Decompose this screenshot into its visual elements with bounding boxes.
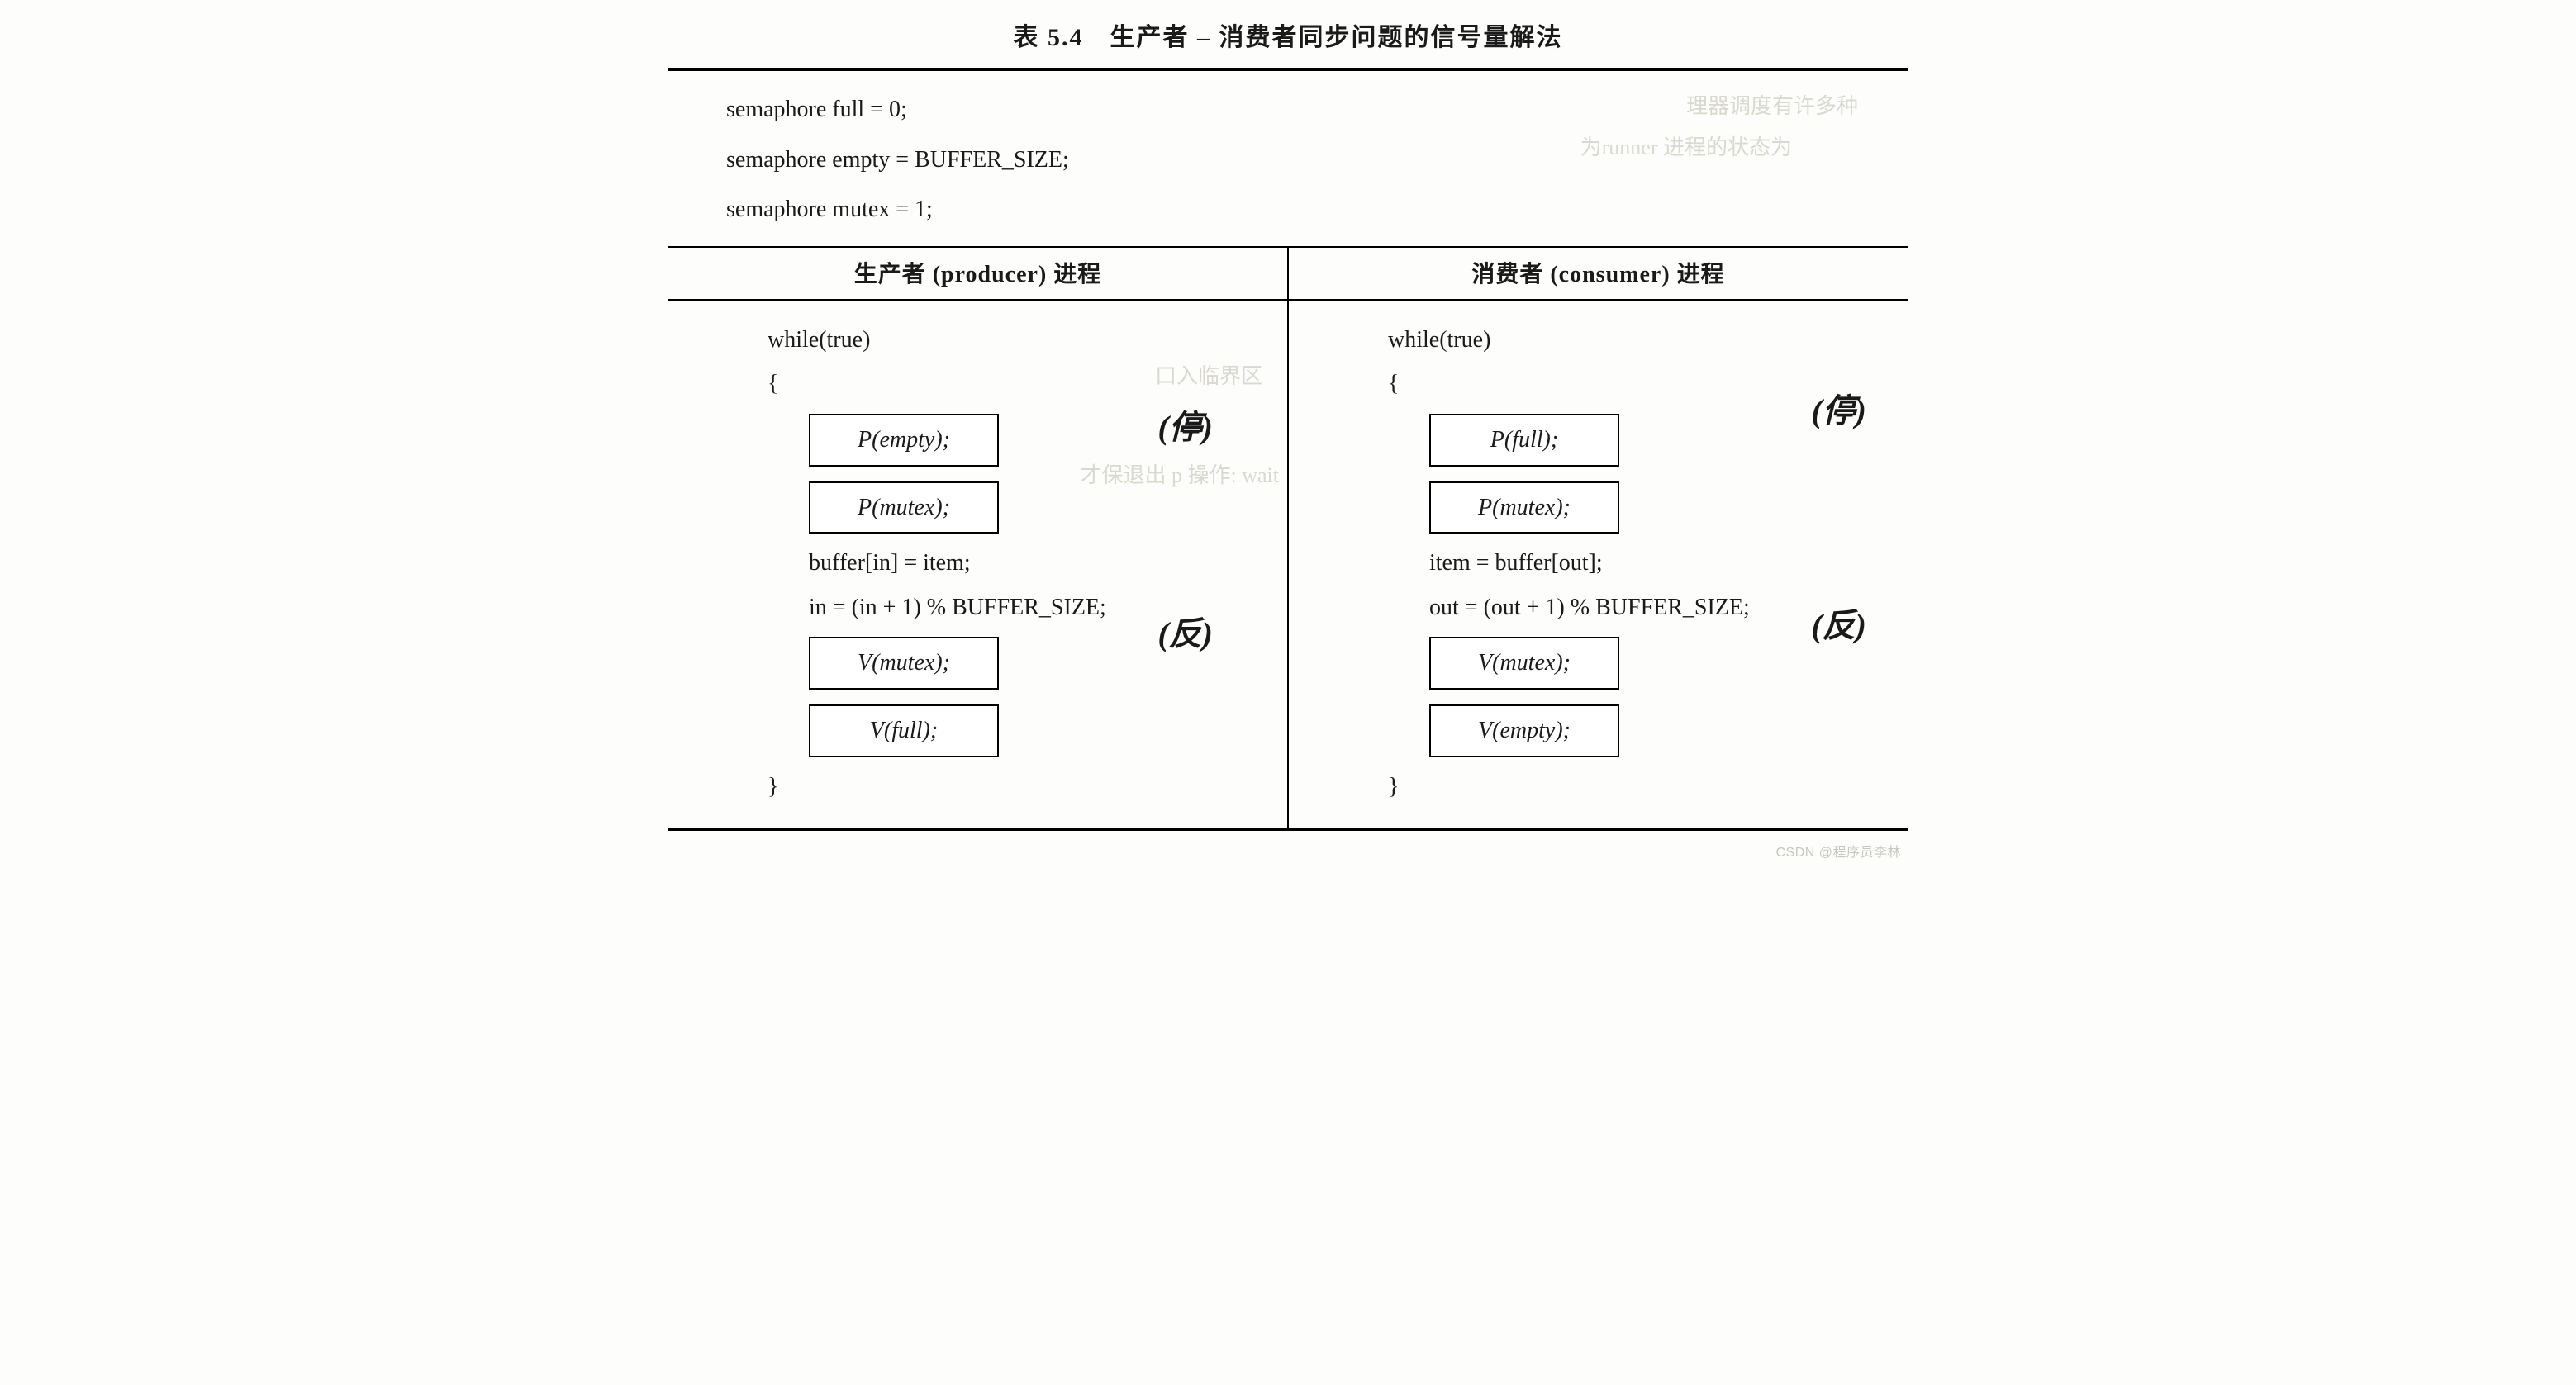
code-brace-close: } (768, 767, 1271, 807)
table-caption: 表 5.4 生产者 – 消费者同步问题的信号量解法 (668, 17, 1908, 53)
page-container: 表 5.4 生产者 – 消费者同步问题的信号量解法 理器调度有许多种 为runn… (668, 17, 1908, 831)
boxed-op: P(mutex); (1429, 481, 1619, 534)
code-while: while(true) (768, 320, 1271, 360)
producer-header: 生产者 (producer) 进程 (668, 248, 1287, 301)
decl-line: semaphore mutex = 1; (726, 187, 1908, 233)
boxed-op: V(full); (809, 704, 999, 757)
code-table: 生产者 (producer) 进程 (停) (反) 口入临界区 才保退出 p 操… (668, 246, 1908, 828)
code-brace-close: } (1388, 767, 1891, 807)
consumer-body: (停) (反) while(true) { P(full); P(mutex);… (1289, 301, 1908, 828)
code-assign: item = buffer[out]; (1429, 543, 1891, 583)
boxed-op: V(mutex); (1429, 637, 1619, 690)
watermark: CSDN @程序员李林 (1775, 841, 1901, 861)
producer-column: 生产者 (producer) 进程 (停) (反) 口入临界区 才保退出 p 操… (668, 248, 1289, 828)
consumer-column: 消费者 (consumer) 进程 (停) (反) while(true) { … (1289, 248, 1908, 828)
boxed-op: P(mutex); (809, 481, 999, 534)
annotation-reverse: (反) (1157, 606, 1213, 662)
decl-line: semaphore full = 0; (726, 88, 1908, 133)
annotation-reverse: (反) (1811, 598, 1866, 654)
consumer-header: 消费者 (consumer) 进程 (1289, 248, 1908, 301)
boxed-op: P(full); (1429, 414, 1619, 467)
annotation-stop: (停) (1811, 383, 1866, 439)
code-brace-open: { (768, 364, 1271, 404)
producer-body: (停) (反) 口入临界区 才保退出 p 操作: wait while(true… (668, 301, 1287, 828)
code-while: while(true) (1388, 320, 1891, 360)
annotation-stop: (停) (1157, 400, 1213, 456)
boxed-op: V(mutex); (809, 637, 999, 690)
decl-line: semaphore empty = BUFFER_SIZE; (726, 138, 1908, 183)
code-assign: buffer[in] = item; (809, 543, 1271, 583)
boxed-op: V(empty); (1429, 704, 1619, 757)
boxed-op: P(empty); (809, 414, 999, 467)
bottom-rule (668, 828, 1908, 831)
declarations-block: 理器调度有许多种 为runner 进程的状态为 semaphore full =… (668, 71, 1908, 246)
